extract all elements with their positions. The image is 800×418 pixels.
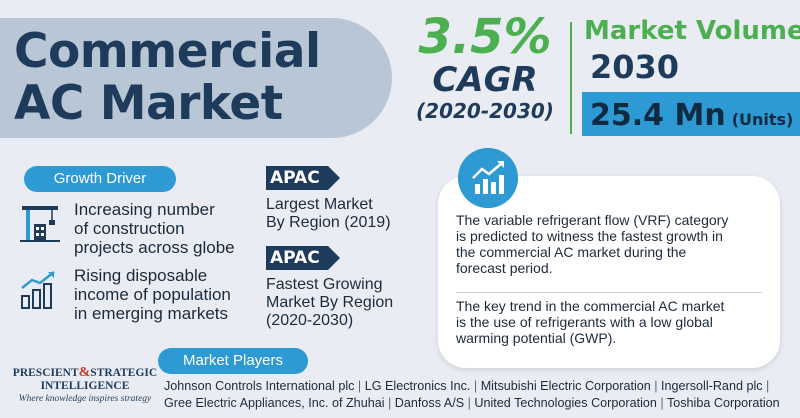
insight-divider [456, 292, 762, 293]
text-line: Increasing number [74, 200, 215, 219]
text-line: The key trend in the commercial AC marke… [456, 298, 725, 314]
text-line: is predicted to witness the fastest grow… [456, 228, 723, 244]
text-line: is the use of refrigerants with a low gl… [456, 314, 713, 330]
market-volume-value: 25.4 Mn [590, 98, 726, 133]
company-logo: PRESCIENT&STRATEGIC INTELLIGENCE Where k… [10, 366, 160, 412]
market-volume-box: 25.4 Mn (Units) [582, 92, 800, 136]
text-line: the commercial AC market during the [456, 244, 687, 260]
growth-driver-label: Growth Driver [24, 166, 176, 192]
logo-line-1: PRESCIENT&STRATEGIC [10, 366, 160, 380]
text-line: in emerging markets [74, 304, 229, 323]
text-line: By Region (2019) [266, 214, 391, 231]
text-line: Market By Region [266, 294, 394, 311]
text-line: The variable refrigerant flow (VRF) cate… [456, 212, 729, 228]
text-line: Largest Market [266, 196, 373, 213]
text-line: of construction [74, 219, 185, 238]
market-volume-title: Market Volume [584, 16, 800, 46]
text-line: income of population [74, 285, 231, 304]
market-volume-year: 2030 [590, 48, 680, 86]
text-line: Rising disposable [74, 266, 208, 285]
market-volume-unit: (Units) [731, 110, 794, 129]
insight-1-text: The variable refrigerant flow (VRF) cate… [456, 212, 776, 276]
region-tag-largest: APAC [266, 166, 340, 190]
player-name: Ingersoll-Rand plc [661, 379, 763, 393]
region-largest-text: Largest Market By Region (2019) [266, 196, 391, 232]
player-name: Toshiba Corporation [666, 396, 780, 410]
text-line: warming potential (GWP). [456, 330, 617, 346]
text-line: Fastest Growing [266, 276, 383, 293]
player-name: Danfoss A/S [394, 396, 465, 410]
page-title: Commercial AC Market [14, 26, 321, 130]
rising-bar-chart-icon [21, 271, 55, 309]
growth-driver-1-text: Increasing number of construction projec… [74, 200, 235, 257]
player-name: Johnson Controls International plc [164, 379, 355, 393]
insights-card [438, 176, 780, 368]
logo-ampersand: & [78, 365, 91, 380]
player-name: Gree Electric Appliances, Inc. of Zhuhai [164, 396, 385, 410]
logo-word: PRESCIENT [12, 367, 79, 379]
text-line: (2020-2030) [266, 312, 354, 329]
player-name: LG Electronics Inc. [364, 379, 471, 393]
trend-chart-icon [458, 148, 518, 208]
market-players-label: Market Players [158, 348, 308, 374]
header-divider [570, 22, 572, 134]
market-players-row-2: Gree Electric Appliances, Inc. of Zhuhai… [164, 396, 780, 410]
construction-crane-icon [20, 206, 60, 242]
cagr-period: (2020-2030) [416, 99, 554, 123]
cagr-block: 3.5% CAGR (2020-2030) [410, 12, 560, 124]
logo-line-2: INTELLIGENCE [40, 380, 130, 392]
growth-driver-2-text: Rising disposable income of population i… [74, 266, 231, 323]
title-banner [0, 18, 392, 138]
market-players-row-1: Johnson Controls International plc | LG … [164, 379, 770, 393]
player-name: United Technologies Corporation [474, 396, 657, 410]
text-line: forecast period. [456, 260, 553, 276]
logo-tagline: Where knowledge inspires strategy [18, 394, 152, 404]
player-name: Mitsubishi Electric Corporation [480, 379, 651, 393]
insight-2-text: The key trend in the commercial AC marke… [456, 298, 776, 346]
title-line-1: Commercial [14, 24, 321, 79]
region-fastest-text: Fastest Growing Market By Region (2020-2… [266, 276, 393, 330]
title-line-2: AC Market [14, 76, 283, 131]
cagr-value: 3.5% [418, 9, 552, 65]
region-tag-fastest: APAC [266, 246, 340, 270]
text-line: projects across globe [74, 238, 235, 257]
logo-word: STRATEGIC [90, 367, 158, 379]
cagr-label: CAGR [432, 60, 538, 100]
